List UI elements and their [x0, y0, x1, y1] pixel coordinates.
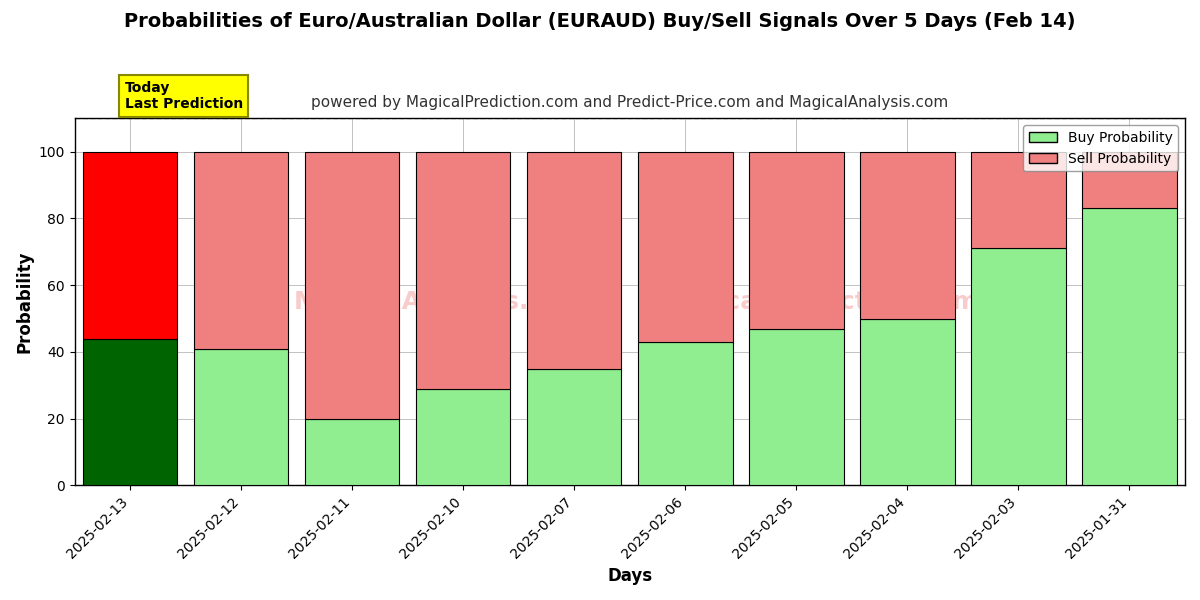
Bar	[194, 349, 288, 485]
Title: powered by MagicalPrediction.com and Predict-Price.com and MagicalAnalysis.com: powered by MagicalPrediction.com and Pre…	[311, 95, 948, 110]
Bar	[83, 152, 178, 338]
Text: Probabilities of Euro/Australian Dollar (EURAUD) Buy/Sell Signals Over 5 Days (F: Probabilities of Euro/Australian Dollar …	[125, 12, 1075, 31]
Bar	[638, 152, 732, 342]
Bar	[1082, 152, 1177, 208]
Bar	[749, 329, 844, 485]
Bar	[305, 152, 400, 419]
Bar	[194, 152, 288, 349]
Text: Today
Last Prediction: Today Last Prediction	[125, 81, 242, 111]
Text: MagicalPrediction.com: MagicalPrediction.com	[658, 290, 979, 314]
Bar	[860, 319, 955, 485]
Bar	[860, 152, 955, 319]
Bar	[527, 152, 622, 368]
Bar	[971, 248, 1066, 485]
Bar	[305, 419, 400, 485]
Bar	[1082, 208, 1177, 485]
Bar	[527, 368, 622, 485]
Text: MagicalAnalysis.com: MagicalAnalysis.com	[294, 290, 588, 314]
Legend: Buy Probability, Sell Probability: Buy Probability, Sell Probability	[1024, 125, 1178, 172]
Bar	[416, 152, 510, 389]
Y-axis label: Probability: Probability	[16, 251, 34, 353]
Bar	[416, 389, 510, 485]
Bar	[638, 342, 732, 485]
Bar	[971, 152, 1066, 248]
X-axis label: Days: Days	[607, 567, 653, 585]
Bar	[83, 338, 178, 485]
Bar	[749, 152, 844, 329]
